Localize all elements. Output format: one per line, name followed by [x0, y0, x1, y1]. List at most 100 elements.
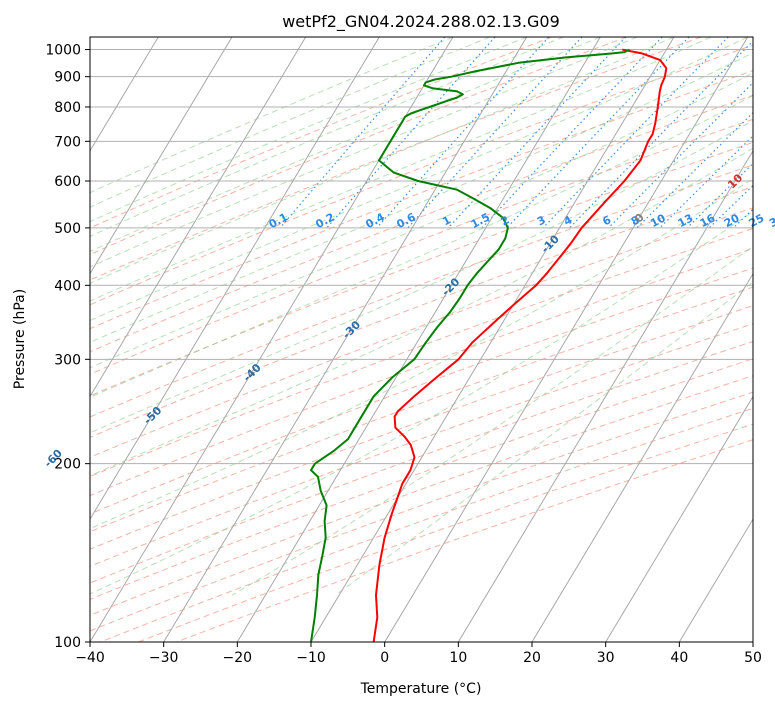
isotherm-line — [90, 37, 380, 521]
y-tick-label: 800 — [54, 100, 81, 116]
dry-adiabat-line — [90, 267, 753, 515]
mixing-ratio-line — [376, 37, 550, 229]
x-tick-label: 10 — [449, 650, 467, 666]
mixing-ratio-label: 13 — [676, 211, 696, 230]
y-tick-label: 100 — [54, 635, 81, 651]
temperature-line — [372, 48, 668, 642]
x-tick-label: 30 — [597, 650, 615, 666]
x-tick-label: 0 — [380, 650, 389, 666]
y-axis-label: Pressure (hPa) — [12, 289, 28, 389]
dry-adiabat-line — [90, 37, 627, 256]
grid-lines — [0, 37, 753, 642]
mixing-ratio-line — [279, 37, 446, 229]
mixing-ratio-line — [481, 37, 663, 229]
isotherm-line — [605, 395, 753, 642]
dry-adiabat-line — [90, 340, 753, 584]
mixing-ratio-line — [686, 162, 753, 229]
mixing-ratio-label: 10 — [648, 211, 668, 230]
dry-adiabat-line — [90, 305, 753, 550]
dry-adiabat-line — [90, 70, 753, 330]
mixing-ratio-line — [732, 208, 753, 229]
mixing-ratio-line — [608, 81, 753, 229]
x-tick-label: 50 — [744, 650, 762, 666]
moist-adiabat-line — [90, 72, 753, 369]
mixing-ratio-label: 3 — [535, 213, 548, 228]
isotherm-line — [310, 37, 675, 642]
moist-adiabat-line — [90, 37, 490, 208]
x-tick-label: 20 — [523, 650, 541, 666]
mixing-ratio-label: 6 — [600, 213, 613, 228]
isotherm-line — [531, 272, 753, 642]
isotherm-line — [457, 149, 753, 642]
dry-adiabat-line — [90, 358, 753, 600]
series-lines — [310, 48, 668, 642]
mixing-ratio-label: 1 — [440, 213, 453, 228]
dry-adiabat-line — [90, 141, 753, 397]
y-axis: 100 200 300 400 500 600 700 800 900 1000 — [45, 43, 90, 651]
isotherm-label: 10 — [725, 171, 745, 191]
mixing-ratio-label: 16 — [698, 211, 718, 230]
background-lines — [90, 37, 775, 642]
dry-adiabat-line — [90, 323, 753, 567]
x-axis-label: Temperature (°C) — [360, 681, 482, 697]
dry-adiabat-line — [90, 94, 753, 353]
dry-adiabat-line — [90, 375, 753, 616]
dry-adiabat-line — [90, 286, 753, 533]
dry-adiabat-line — [90, 118, 753, 375]
mixing-ratio-line — [326, 37, 496, 229]
mixing-ratio-label: 20 — [722, 211, 742, 230]
isotherm-line — [90, 37, 307, 398]
mixing-ratio-line — [542, 37, 729, 229]
isotherm-label: -50 — [141, 404, 164, 427]
moist-adiabat-line — [90, 119, 753, 434]
isotherm-line — [0, 37, 11, 642]
moist-adiabat-line — [90, 37, 601, 252]
dry-adiabat-line — [90, 186, 753, 438]
mixing-ratio-line — [708, 184, 753, 229]
moist-adiabat-line — [90, 37, 675, 284]
x-tick-label: −10 — [296, 650, 326, 666]
y-tick-label: 200 — [54, 457, 81, 473]
y-tick-label: 1000 — [45, 43, 81, 59]
x-tick-label: 40 — [670, 650, 688, 666]
moist-adiabat-line — [90, 210, 753, 595]
moist-adiabat-line — [90, 37, 564, 237]
x-tick-label: −40 — [75, 650, 105, 666]
dry-adiabat-line — [90, 164, 753, 418]
isotherm-label: -40 — [241, 361, 264, 384]
isotherm-line — [384, 37, 749, 642]
x-tick-label: −30 — [149, 650, 179, 666]
y-tick-label: 500 — [54, 221, 81, 237]
mixing-ratio-label: 4 — [562, 213, 575, 228]
chart-title: wetPf2_GN04.2024.288.02.13.G09 — [282, 12, 560, 32]
mixing-ratio-line — [407, 37, 583, 229]
x-tick-label: −20 — [223, 650, 253, 666]
isotherm-line — [163, 37, 528, 642]
dewpoint-line — [310, 48, 631, 642]
moist-adiabat-line — [90, 52, 753, 343]
dry-adiabat-line — [90, 44, 753, 306]
mixing-ratio-line — [758, 37, 775, 228]
moist-adiabat-line — [90, 37, 638, 268]
moist-adiabat-line — [232, 245, 753, 596]
y-tick-label: 300 — [54, 352, 81, 368]
y-tick-label: 400 — [54, 278, 81, 294]
mixing-ratio-line — [636, 111, 753, 229]
isotherm-line — [236, 37, 601, 642]
plot-frame — [89, 36, 754, 643]
moist-adiabat-line — [90, 37, 527, 223]
isotherm-line — [90, 37, 159, 152]
isotherm-line — [678, 518, 753, 642]
dry-adiabat-line — [90, 207, 753, 458]
isotherm-label: -10 — [539, 232, 562, 255]
dry-adiabat-line — [90, 37, 552, 229]
x-axis: −40 −30 −20 −10 0 10 20 30 40 50 — [75, 642, 762, 666]
y-tick-label: 700 — [54, 134, 81, 150]
isotherm-line — [752, 641, 753, 642]
moist-adiabat-line — [90, 94, 753, 398]
moist-adiabat-line — [335, 281, 753, 596]
mixing-ratio-label: 2 — [499, 213, 512, 228]
isotherm-line — [90, 37, 233, 275]
y-tick-label: 600 — [54, 174, 81, 190]
